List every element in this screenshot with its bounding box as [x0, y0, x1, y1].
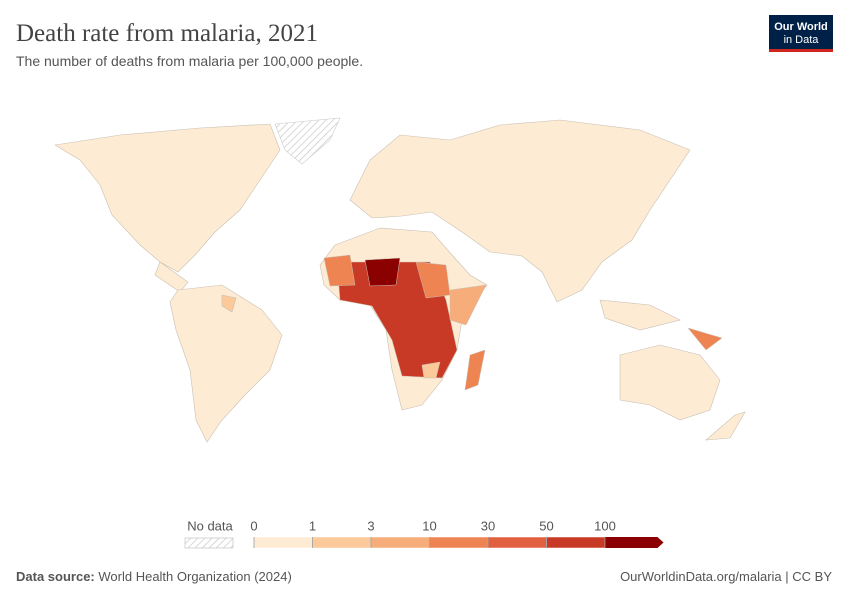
legend-swatch	[429, 536, 489, 549]
australia	[619, 344, 721, 421]
new-zealand	[705, 411, 746, 441]
legend-label: 1	[309, 518, 316, 533]
legend-swatch	[546, 536, 606, 549]
mauritania	[323, 254, 356, 287]
legend-swatch	[605, 537, 664, 548]
legend-label: 0	[250, 518, 257, 533]
legend-no-data	[184, 537, 234, 549]
source-label: Data source:	[16, 569, 95, 584]
north-america	[54, 123, 281, 273]
source-text: World Health Organization (2024)	[98, 569, 291, 584]
niger	[364, 257, 401, 287]
logo-box	[769, 15, 833, 51]
legend-swatch	[370, 536, 430, 549]
south-america	[169, 284, 283, 443]
legend-swatch	[253, 536, 313, 549]
subtitle: The number of deaths from malaria per 10…	[16, 53, 363, 69]
map	[54, 117, 746, 443]
logo[interactable]: Our World in Data	[769, 15, 833, 52]
legend: No data 0 1 3 10 30 50 100	[184, 518, 664, 549]
source: Data source: World Health Organization (…	[16, 569, 292, 584]
zimbabwe	[421, 361, 441, 379]
logo-bar	[769, 49, 833, 52]
horn	[449, 284, 487, 326]
guyana	[221, 294, 237, 313]
eurasia	[349, 119, 691, 303]
legend-label: 30	[481, 518, 495, 533]
legend-label: 50	[539, 518, 553, 533]
logo-text: in Data	[784, 34, 820, 46]
legend-no-data-label: No data	[187, 518, 233, 533]
legend-swatch	[312, 536, 372, 549]
legend-label: 3	[367, 518, 374, 533]
greenland	[274, 117, 341, 165]
title: Death rate from malaria, 2021	[16, 20, 318, 47]
legend-swatch	[487, 536, 547, 549]
legend-label: 10	[422, 518, 436, 533]
papua-new-guinea	[687, 327, 723, 351]
logo-text: Our World	[774, 21, 828, 33]
madagascar	[464, 349, 486, 391]
url[interactable]: OurWorldinData.org/malaria | CC BY	[620, 569, 832, 584]
southeast-asia	[599, 299, 681, 331]
legend-label: 100	[594, 518, 616, 533]
